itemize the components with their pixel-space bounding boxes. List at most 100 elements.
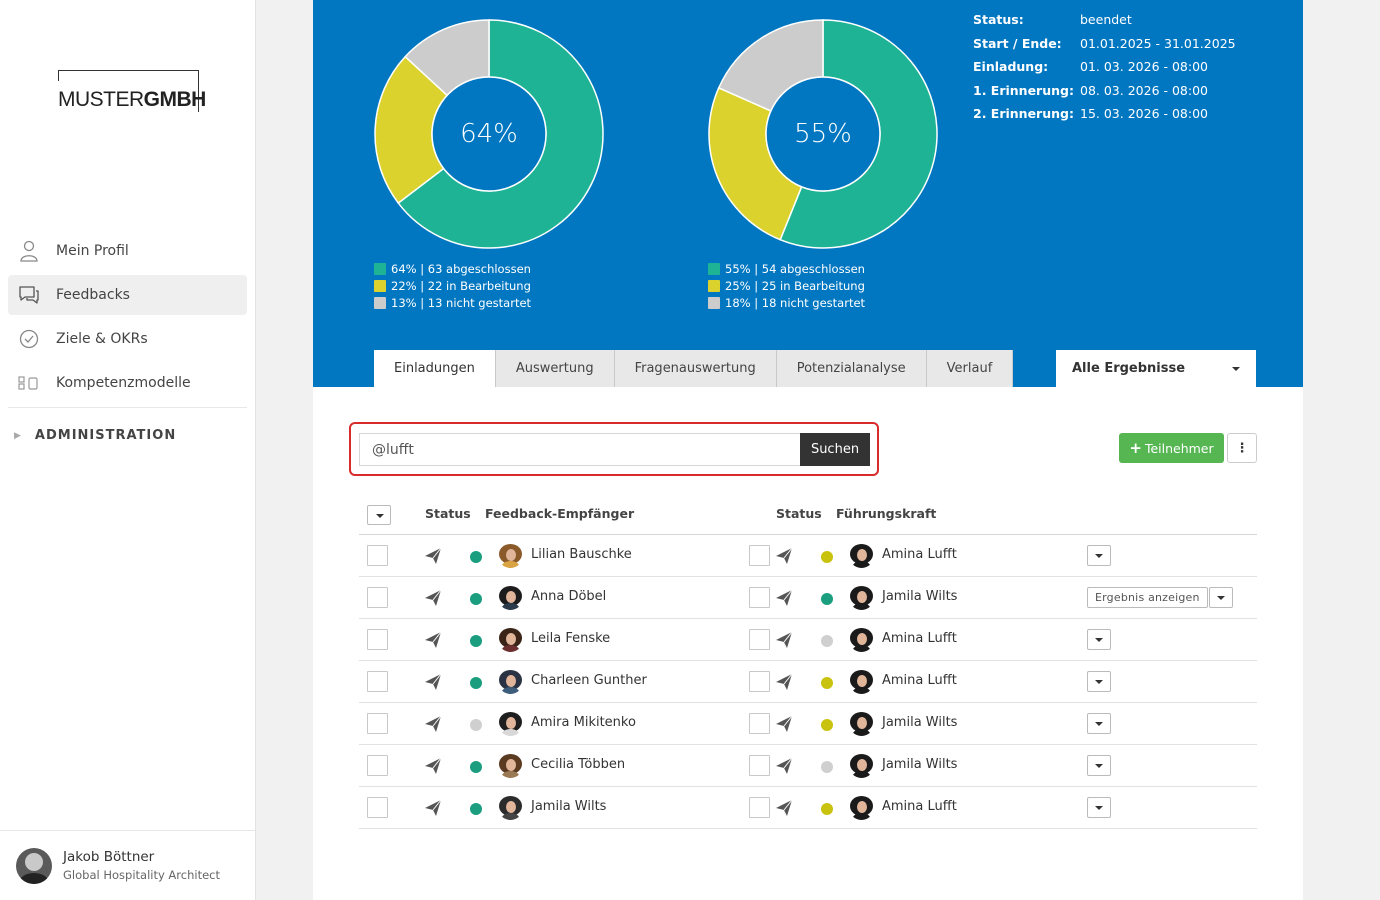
row-checkbox-manager[interactable] [749, 671, 770, 692]
show-result-button[interactable]: Ergebnis anzeigen [1087, 587, 1208, 608]
tab-einladungen[interactable]: Einladungen [374, 350, 496, 387]
row-actions-dropdown[interactable] [1087, 671, 1111, 692]
paper-plane-icon[interactable] [424, 589, 442, 607]
manager-name[interactable]: Jamila Wilts [882, 715, 958, 730]
sidebar-item-feedbacks[interactable]: Feedbacks [8, 275, 247, 315]
row-actions-dropdown[interactable] [1087, 797, 1111, 818]
recipient-name[interactable]: Jamila Wilts [531, 799, 607, 814]
row-actions-dropdown[interactable] [1087, 755, 1111, 776]
column-header-status: Status [425, 506, 471, 521]
row-checkbox-manager[interactable] [749, 755, 770, 776]
row-checkbox[interactable] [367, 629, 388, 650]
legend-swatch [708, 279, 720, 292]
sidebar-item-administration[interactable]: ▶ ADMINISTRATION [14, 428, 176, 443]
results-filter-select[interactable]: Alle Ergebnisse [1056, 350, 1256, 387]
user-profile[interactable]: Jakob Böttner Global Hospitality Archite… [0, 830, 255, 900]
paper-plane-icon[interactable] [775, 757, 793, 775]
info-row-invitation: Einladung: 01. 03. 2026 - 08:00 [973, 55, 1236, 79]
more-options-button[interactable]: ⋮ [1227, 433, 1257, 463]
table-row: Cecilia Többen Jamila Wilts [359, 745, 1257, 787]
donut-hole [765, 76, 881, 192]
paper-plane-icon[interactable] [424, 799, 442, 817]
select-all-dropdown[interactable] [367, 505, 391, 525]
legend-item: 18% | 18 nicht gestartet [708, 294, 865, 311]
paper-plane-icon[interactable] [775, 799, 793, 817]
manager-name[interactable]: Jamila Wilts [882, 589, 958, 604]
search-button[interactable]: Suchen [800, 433, 870, 466]
manager-name[interactable]: Amina Lufft [882, 673, 957, 688]
paper-plane-icon[interactable] [424, 715, 442, 733]
sidebar-item-ziele-okrs[interactable]: Ziele & OKRs [8, 319, 247, 359]
status-dot [821, 761, 833, 773]
paper-plane-icon[interactable] [424, 673, 442, 691]
row-checkbox[interactable] [367, 713, 388, 734]
recipient-name[interactable]: Charleen Gunther [531, 673, 647, 688]
row-actions-dropdown[interactable] [1087, 713, 1111, 734]
sidebar-item-label: Ziele & OKRs [56, 331, 148, 347]
donut-hole [431, 76, 547, 192]
avatar [849, 543, 874, 568]
logo-text-light: MUSTER [58, 88, 144, 111]
row-checkbox[interactable] [367, 797, 388, 818]
recipient-name[interactable]: Lilian Bauschke [531, 547, 632, 562]
row-checkbox-manager[interactable] [749, 713, 770, 734]
manager-name[interactable]: Jamila Wilts [882, 757, 958, 772]
tab-verlauf[interactable]: Verlauf [926, 350, 1014, 387]
legend-item: 25% | 25 in Bearbeitung [708, 277, 865, 294]
tab-fragenauswertung[interactable]: Fragenauswertung [614, 350, 777, 387]
table-row: Anna Döbel Jamila Wilts Ergebnis anzeige… [359, 577, 1257, 619]
recipient-name[interactable]: Amira Mikitenko [531, 715, 636, 730]
tab-auswertung[interactable]: Auswertung [495, 350, 615, 387]
manager-name[interactable]: Amina Lufft [882, 631, 957, 646]
caret-down-icon [1095, 638, 1103, 642]
manager-name[interactable]: Amina Lufft [882, 547, 957, 562]
search-input[interactable]: @lufft [359, 433, 801, 466]
table-row: Amira Mikitenko Jamila Wilts [359, 703, 1257, 745]
row-checkbox-manager[interactable] [749, 629, 770, 650]
avatar [849, 753, 874, 778]
row-checkbox[interactable] [367, 755, 388, 776]
tab-potenzialanalyse[interactable]: Potenzialanalyse [776, 350, 927, 387]
sidebar-item-kompetenzmodelle[interactable]: Kompetenzmodelle [8, 363, 247, 403]
paper-plane-icon[interactable] [775, 547, 793, 565]
recipient-name[interactable]: Cecilia Többen [531, 757, 626, 772]
row-checkbox[interactable] [367, 587, 388, 608]
select-value: Alle Ergebnisse [1072, 361, 1186, 376]
row-checkbox-manager[interactable] [749, 587, 770, 608]
row-actions-dropdown[interactable] [1087, 545, 1111, 566]
avatar [849, 795, 874, 820]
sidebar: MUSTERGMBH Mein Profil Feedbacks Ziele &… [0, 0, 256, 900]
paper-plane-icon[interactable] [775, 715, 793, 733]
tab-bar: Einladungen Auswertung Fragenauswertung … [374, 350, 1014, 387]
plus-icon: + [1129, 439, 1142, 457]
paper-plane-icon[interactable] [775, 589, 793, 607]
paper-plane-icon[interactable] [424, 757, 442, 775]
avatar [849, 669, 874, 694]
info-key: 2. Erinnerung: [973, 106, 1074, 122]
info-value: 01.01.2025 - 31.01.2025 [1080, 35, 1236, 51]
row-actions-dropdown[interactable] [1087, 629, 1111, 650]
info-value: 01. 03. 2026 - 08:00 [1080, 59, 1208, 75]
paper-plane-icon[interactable] [424, 547, 442, 565]
caret-down-icon [1095, 806, 1103, 810]
avatar [849, 585, 874, 610]
recipient-name[interactable]: Leila Fenske [531, 631, 611, 646]
row-checkbox[interactable] [367, 671, 388, 692]
row-actions-dropdown[interactable] [1209, 587, 1233, 608]
row-checkbox[interactable] [367, 545, 388, 566]
add-participant-button[interactable]: + Teilnehmer [1119, 433, 1224, 463]
sidebar-item-mein-profil[interactable]: Mein Profil [8, 231, 247, 271]
check-circle-icon [18, 328, 40, 350]
status-dot [470, 635, 482, 647]
paper-plane-icon[interactable] [775, 673, 793, 691]
legend-label: 64% | 63 abgeschlossen [391, 261, 531, 276]
user-role: Global Hospitality Architect [63, 868, 220, 882]
row-checkbox-manager[interactable] [749, 797, 770, 818]
paper-plane-icon[interactable] [424, 631, 442, 649]
status-dot [821, 635, 833, 647]
recipient-name[interactable]: Anna Döbel [531, 589, 607, 604]
manager-name[interactable]: Amina Lufft [882, 799, 957, 814]
paper-plane-icon[interactable] [775, 631, 793, 649]
status-dot [470, 593, 482, 605]
row-checkbox-manager[interactable] [749, 545, 770, 566]
